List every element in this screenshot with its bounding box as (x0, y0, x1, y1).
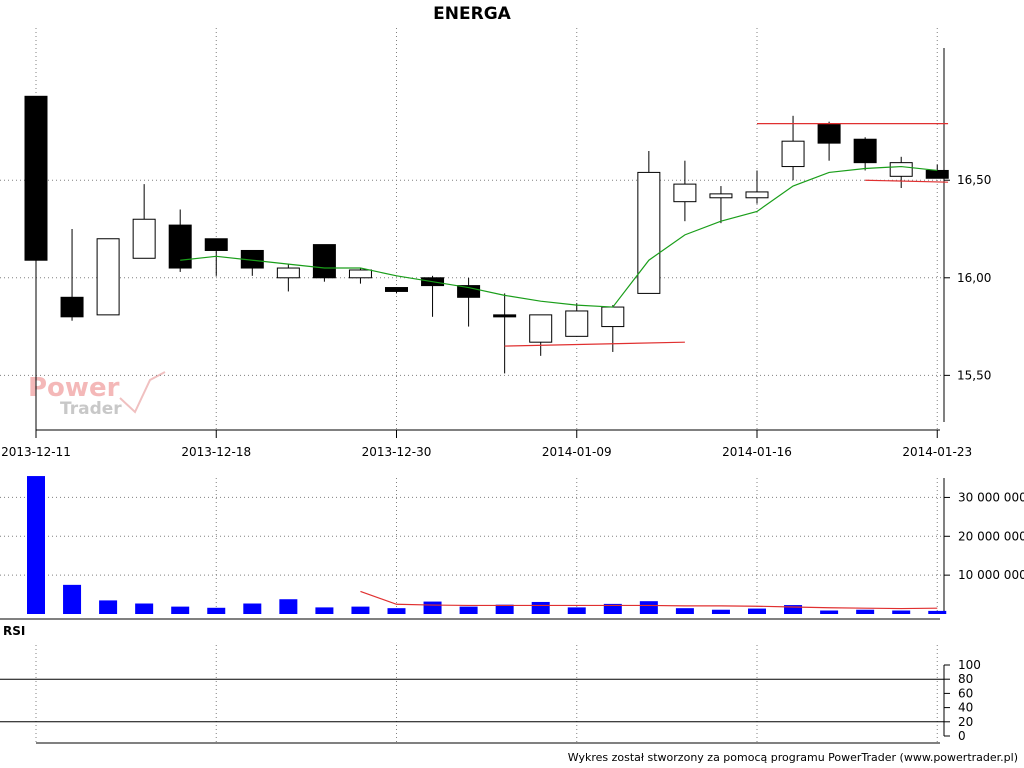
candle-body (168, 224, 192, 269)
candle-body (673, 183, 697, 203)
moving-average-line (180, 165, 938, 308)
volume-bar (423, 601, 442, 614)
candle-body (24, 95, 48, 261)
volume-bar (856, 609, 875, 614)
volume-bar (315, 607, 334, 614)
candle-body (204, 238, 228, 251)
candle-body (385, 287, 408, 292)
volume-bar (784, 605, 803, 614)
volume-bar (459, 606, 478, 614)
volume-bar (748, 608, 766, 614)
volume-tick-label: 10 000 000 (958, 568, 1024, 582)
volume-bar (639, 601, 658, 614)
logo-power-text: Power (28, 373, 120, 403)
volume-bar (351, 606, 370, 614)
volume-bar (135, 603, 154, 614)
candle-body (745, 191, 769, 199)
candle-body (312, 244, 336, 279)
volume-bar (207, 607, 226, 614)
volume-bar (27, 476, 45, 614)
price-tick-label: 15,50 (957, 368, 991, 382)
volume-bar (387, 608, 406, 614)
candle-body (132, 218, 156, 259)
trend-line (865, 179, 949, 183)
rsi-label: RSI (3, 624, 25, 638)
volume-bar (531, 601, 550, 614)
candle-body (637, 171, 661, 294)
rsi-tick-label: 20 (958, 715, 973, 729)
volume-tick-label: 20 000 000 (958, 529, 1024, 543)
rsi-tick-label: 80 (958, 672, 973, 686)
volume-bar (495, 604, 514, 614)
volume-tick-label: 30 000 000 (958, 490, 1024, 504)
candle-body (276, 267, 300, 279)
candle-body (709, 193, 733, 199)
volume-bar (820, 610, 839, 614)
rsi-tick-label: 40 (958, 701, 973, 715)
volume-bar (603, 603, 622, 614)
volume-bar (279, 599, 298, 614)
volume-bar (675, 608, 694, 614)
candle-body (889, 162, 913, 177)
rsi-tick-label: 0 (958, 729, 966, 743)
x-tick-label: 2014-01-09 (542, 445, 612, 459)
candle-body (348, 269, 372, 279)
candle-body (60, 296, 84, 318)
logo-trader-text: Trader (60, 399, 122, 419)
candle-body (781, 140, 805, 168)
volume-bar (711, 609, 730, 614)
price-tick-label: 16,50 (957, 173, 991, 187)
volume-bar (63, 584, 82, 614)
x-tick-label: 2013-12-30 (362, 445, 432, 459)
x-tick-label: 2013-12-18 (181, 445, 251, 459)
candle-body (493, 314, 517, 318)
volume-panel: 10 000 000 20 000 000 30 000 000 (0, 476, 1024, 620)
x-tick-label: 2014-01-23 (902, 445, 972, 459)
rsi-tick-label: 100 (958, 658, 981, 672)
chart-title: ENERGA (433, 4, 511, 24)
volume-bar (928, 610, 947, 614)
rsi-tick-label: 60 (958, 686, 973, 700)
price-panel: 2013-12-11 2013-12-18 2013-12-30 2014-01-09… (0, 28, 991, 459)
candle-body (457, 285, 481, 298)
volume-bar (171, 606, 190, 614)
volume-bar (567, 607, 586, 614)
candle-body (817, 123, 841, 144)
volume-average-line (360, 590, 938, 610)
candle-body (529, 314, 553, 343)
price-tick-label: 16,00 (957, 271, 991, 285)
candle-body (925, 169, 949, 179)
volume-bar (99, 600, 118, 614)
x-tick-label: 2014-01-16 (722, 445, 792, 459)
logo-swoosh-icon (119, 371, 166, 414)
trend-line (504, 341, 685, 347)
x-tick-label: 2013-12-11 (1, 445, 71, 459)
volume-bar (243, 603, 262, 614)
powertrader-logo: Power Trader (28, 371, 166, 419)
candle-body (565, 310, 589, 337)
candle-body (853, 138, 877, 164)
volume-bar (892, 610, 911, 614)
candle-body (96, 238, 120, 316)
footer-credit: Wykres został stworzony za pomocą progra… (567, 751, 1018, 764)
candle-body (601, 306, 625, 328)
